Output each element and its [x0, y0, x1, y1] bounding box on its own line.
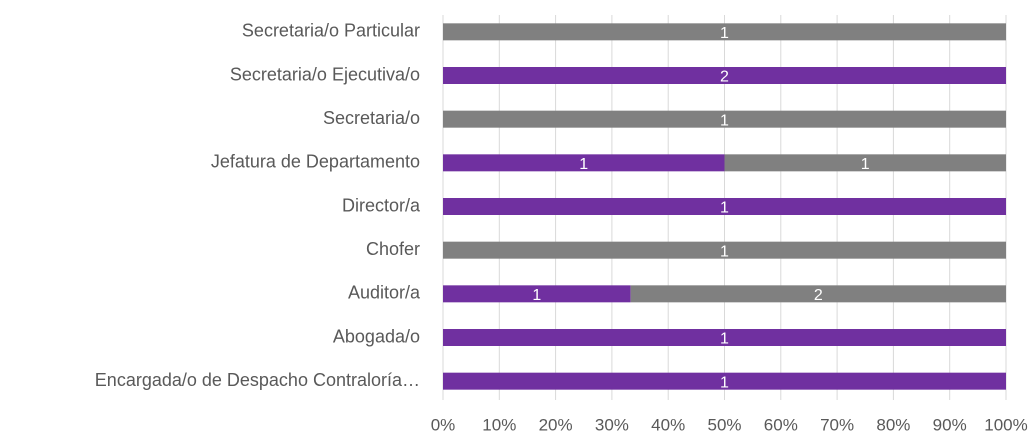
x-tick-label: 30% — [595, 415, 629, 434]
bar — [443, 154, 725, 172]
x-tick-label: 40% — [651, 415, 685, 434]
y-tick-label: Director/a — [342, 195, 421, 215]
x-tick-label: 60% — [764, 415, 798, 434]
data-label: 1 — [720, 243, 729, 260]
y-tick-label: Secretaria/o Ejecutiva/o — [230, 64, 420, 84]
data-label: 2 — [720, 69, 729, 86]
x-tick-label: 100% — [984, 415, 1027, 434]
data-label: 1 — [720, 200, 729, 217]
data-label: 1 — [720, 374, 729, 391]
data-label: 1 — [861, 156, 870, 173]
y-tick-label: Secretaria/o Particular — [242, 21, 420, 41]
y-tick-label: Chofer — [366, 239, 420, 259]
bar — [443, 241, 1006, 259]
x-tick-label: 20% — [539, 415, 573, 434]
bar — [443, 23, 1006, 41]
y-tick-label: Secretaria/o — [323, 108, 420, 128]
x-tick-label: 80% — [876, 415, 910, 434]
y-tick-label: Abogada/o — [333, 326, 420, 346]
data-label: 1 — [720, 25, 729, 42]
x-tick-label: 50% — [707, 415, 741, 434]
bar — [443, 285, 631, 303]
x-tick-label: 0% — [431, 415, 456, 434]
data-label: 1 — [720, 112, 729, 129]
y-tick-label: Jefatura de Departamento — [211, 152, 420, 172]
bar — [443, 110, 1006, 128]
bar — [443, 372, 1006, 390]
y-tick-label: Auditor/a — [348, 283, 421, 303]
data-label: 2 — [814, 287, 823, 304]
bar — [443, 329, 1006, 346]
x-tick-label: 90% — [933, 415, 967, 434]
data-label: 1 — [532, 287, 541, 304]
data-label: 1 — [579, 156, 588, 173]
bar — [724, 154, 1006, 172]
x-tick-label: 70% — [820, 415, 854, 434]
x-tick-label: 10% — [482, 415, 516, 434]
bar — [443, 67, 1006, 84]
bar — [630, 285, 1006, 303]
y-tick-label: Encargada/o de Despacho Contraloría… — [95, 370, 420, 390]
data-label: 1 — [720, 331, 729, 348]
bar — [443, 198, 1006, 215]
